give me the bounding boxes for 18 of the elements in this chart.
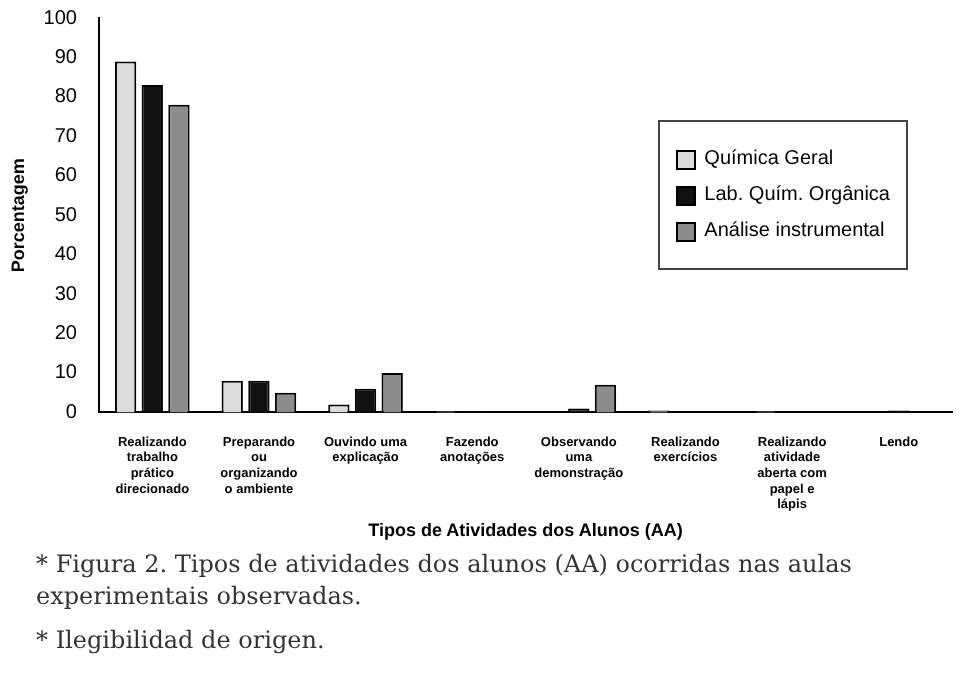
y-tick-label: 80 <box>54 86 78 109</box>
y-tick-label: 40 <box>54 244 78 267</box>
y-tick-label: 10 <box>54 362 78 385</box>
y-tick-label: 60 <box>54 165 78 188</box>
y-axis-title: Porcentagem <box>7 158 28 273</box>
x-axis-title: Tipos de Atividades dos Alunos (AA) <box>368 520 683 541</box>
legend-label: Lab. Quím. Orgânica <box>704 184 890 206</box>
text: * Figura 2. Tipos de atividades dos alunos (AA) ocorridas nas aulas experimentais observadas. <box>36 548 854 612</box>
y-tick-label: 90 <box>54 46 78 69</box>
y-tick-label: 30 <box>54 283 78 306</box>
text: * Ilegibilidad de origen. <box>36 624 327 656</box>
y-tick-label: 0 <box>65 401 78 424</box>
y-tick-label: 20 <box>54 323 78 346</box>
y-tick-label: 70 <box>54 125 78 148</box>
y-tick-label: 100 <box>43 7 78 30</box>
legend-label: Análise instrumental <box>704 220 885 242</box>
legend-label: Química Geral <box>704 148 834 170</box>
y-tick-label: 50 <box>54 204 78 227</box>
